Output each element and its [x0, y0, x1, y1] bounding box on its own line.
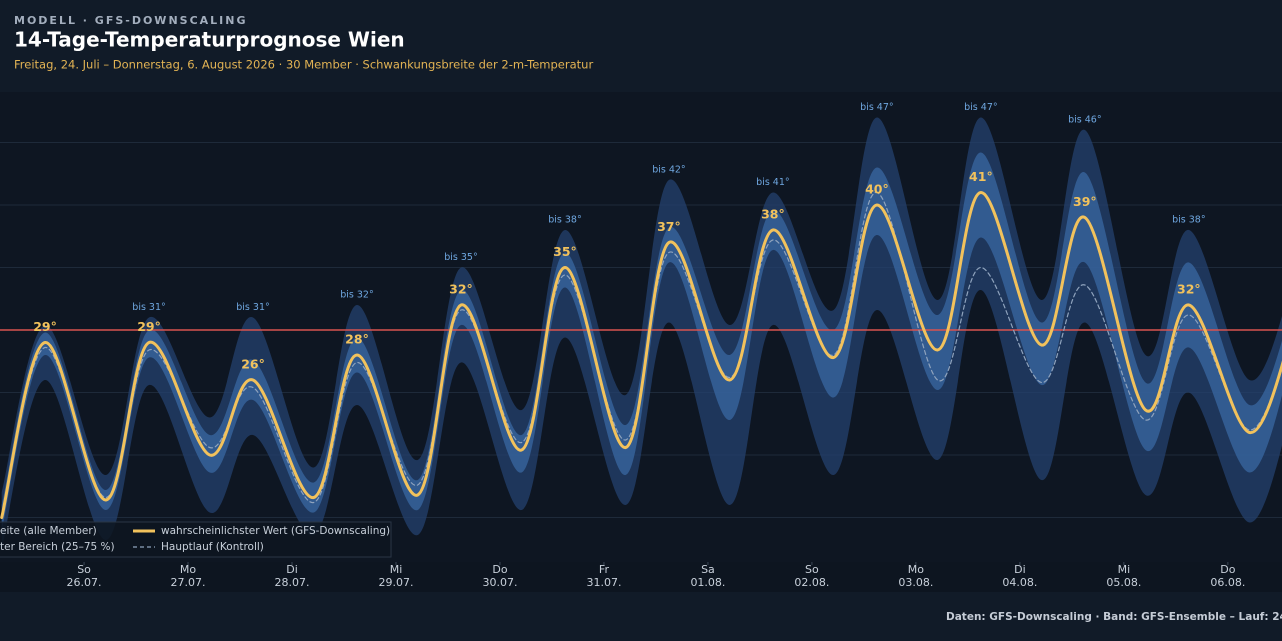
- x-tick-weekday: Di: [1014, 563, 1026, 576]
- max-label: bis 31°: [132, 302, 165, 313]
- peak-label: 38°: [761, 207, 785, 222]
- max-label: bis 46°: [1068, 115, 1101, 126]
- peak-label: 40°: [865, 182, 889, 197]
- peak-label: 32°: [449, 282, 473, 297]
- x-tick-weekday: Mo: [180, 563, 196, 576]
- x-tick-weekday: Di: [286, 563, 298, 576]
- legend-label: wahrscheinlichster Wert (GFS-Downscaling…: [161, 525, 390, 537]
- footer-bg: [0, 592, 1282, 641]
- x-tick-weekday: Fr: [599, 563, 610, 576]
- max-label: bis 32°: [340, 290, 373, 301]
- x-tick-label: 03.08.: [898, 576, 933, 589]
- plot: 29° 29° 26° 28° 32° 35° 37° 38° 40° 41° 39° 32° bis …: [0, 102, 1282, 549]
- x-tick-label: 05.08.: [1106, 576, 1141, 589]
- legend-box: [0, 521, 392, 558]
- x-tick-label: 02.08.: [794, 576, 829, 589]
- peak-label: 29°: [33, 319, 57, 334]
- peak-label: 39°: [1073, 194, 1097, 209]
- max-label: bis 35°: [444, 252, 477, 263]
- x-tick-weekday: Mo: [908, 563, 924, 576]
- footer-note: Daten: GFS-Downscaling · Band: GFS-Ensem…: [946, 611, 1282, 623]
- peak-label: 41°: [969, 169, 993, 184]
- peak-label: 28°: [345, 332, 369, 347]
- peak-label: 35°: [553, 244, 577, 259]
- x-tick-label: 31.07.: [586, 576, 621, 589]
- legend-label: eite (alle Member): [0, 525, 97, 537]
- x-tick-weekday: Do: [1220, 563, 1235, 576]
- x-tick-weekday: Mi: [1118, 563, 1131, 576]
- max-label: bis 38°: [1172, 215, 1205, 226]
- peak-label: 29°: [137, 319, 161, 334]
- kicker: MODELL · GFS-DOWNSCALING: [14, 14, 248, 27]
- max-label: bis 31°: [236, 302, 269, 313]
- peak-label: 32°: [1177, 282, 1201, 297]
- header-bg: [0, 0, 1282, 92]
- legend-label: ter Bereich (25–75 %): [0, 541, 115, 553]
- legend-label: Hauptlauf (Kontroll): [161, 541, 264, 553]
- x-tick-weekday: So: [77, 563, 91, 576]
- x-tick-label: 06.08.: [1210, 576, 1245, 589]
- chart-title: 14-Tage-Temperaturprognose Wien: [14, 28, 405, 52]
- max-label: bis 47°: [860, 102, 893, 113]
- x-tick-weekday: Do: [492, 563, 507, 576]
- x-axis: So26.07.Mo27.07.Di28.07.Mi29.07.Do30.07.…: [67, 562, 1245, 589]
- max-label: bis 41°: [756, 177, 789, 188]
- x-tick-label: 28.07.: [275, 576, 310, 589]
- legend: eite (alle Member) ter Bereich (25–75 %) w…: [0, 521, 392, 558]
- peak-label: 37°: [657, 219, 681, 234]
- x-tick-weekday: Sa: [701, 563, 715, 576]
- peak-label: 26°: [241, 357, 265, 372]
- x-tick-label: 29.07.: [378, 576, 413, 589]
- max-label: bis 47°: [964, 102, 997, 113]
- x-tick-label: 04.08.: [1002, 576, 1037, 589]
- x-tick-weekday: Mi: [390, 563, 403, 576]
- x-tick-weekday: So: [805, 563, 819, 576]
- max-label: bis 42°: [652, 165, 685, 176]
- x-tick-label: 30.07.: [482, 576, 517, 589]
- max-label: bis 38°: [548, 215, 581, 226]
- x-tick-label: 27.07.: [171, 576, 206, 589]
- x-tick-label: 26.07.: [67, 576, 102, 589]
- median-line: [0, 190, 1282, 519]
- x-tick-label: 01.08.: [690, 576, 725, 589]
- subtitle: Freitag, 24. Juli – Donnerstag, 6. Augus…: [14, 58, 593, 72]
